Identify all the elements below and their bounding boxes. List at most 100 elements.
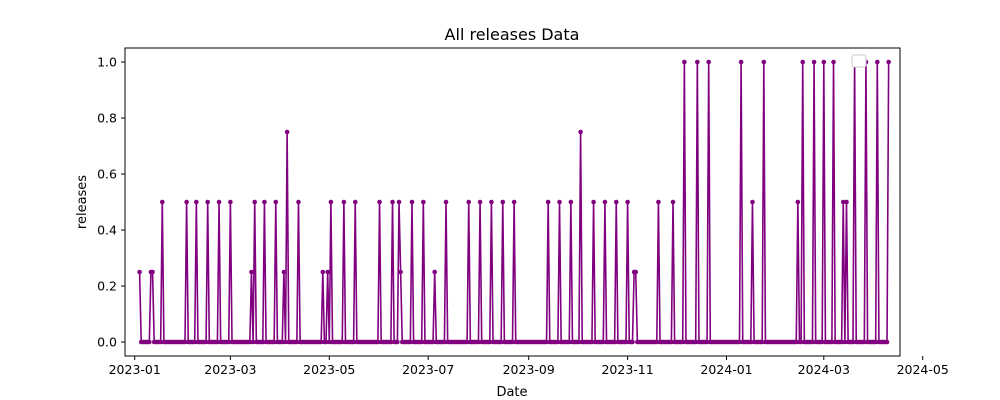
data-point	[750, 199, 755, 205]
data-point	[352, 199, 358, 205]
y-tick-label: 0.2	[97, 279, 117, 294]
data-point	[511, 199, 517, 205]
data-point	[706, 59, 711, 65]
data-point	[842, 339, 848, 345]
y-tick-label: 0.6	[97, 167, 117, 182]
data-point	[578, 129, 583, 135]
data-point	[693, 339, 699, 345]
data-point	[568, 199, 574, 205]
data-point	[182, 339, 188, 345]
data-point	[682, 59, 687, 65]
data-point	[341, 199, 347, 205]
x-axis-label: Date	[496, 385, 527, 400]
data-point	[284, 129, 290, 135]
data-point	[600, 339, 606, 345]
data-point	[591, 199, 596, 205]
data-point	[150, 269, 155, 275]
data-point	[670, 199, 676, 205]
data-point	[216, 199, 222, 205]
series-layer	[137, 59, 891, 345]
data-point	[821, 59, 827, 65]
data-point	[351, 339, 356, 345]
data-point	[630, 339, 635, 345]
data-point	[328, 199, 334, 205]
data-point	[226, 339, 232, 345]
data-point	[656, 199, 661, 205]
x-tick-label: 2023-11	[601, 362, 653, 377]
data-point	[147, 339, 152, 345]
data-point	[250, 339, 256, 345]
data-point	[325, 269, 330, 275]
y-axis-ticks: 0.0 0.2 0.4 0.6 0.8 1.0	[97, 55, 125, 350]
data-point	[252, 199, 258, 205]
data-point	[862, 339, 867, 345]
data-point	[443, 199, 449, 205]
y-tick-label: 0.0	[97, 335, 117, 350]
data-point	[318, 339, 324, 345]
data-point	[430, 339, 436, 345]
data-point	[395, 339, 400, 345]
data-point	[829, 339, 835, 345]
x-tick-label: 2023-03	[204, 362, 256, 377]
data-point	[875, 59, 880, 65]
data-point	[738, 59, 744, 65]
y-tick-label: 0.8	[97, 111, 117, 126]
data-point	[500, 199, 506, 205]
data-point	[831, 59, 836, 65]
data-point	[793, 339, 799, 345]
data-point	[281, 269, 287, 275]
data-point	[408, 339, 413, 345]
data-point	[873, 339, 878, 345]
data-point	[737, 339, 742, 345]
data-point	[759, 339, 765, 345]
data-point	[326, 339, 332, 345]
x-tick-label: 2023-07	[402, 362, 454, 377]
data-point	[811, 59, 817, 65]
y-axis-label: releases	[75, 175, 90, 229]
data-point	[602, 199, 608, 205]
x-tick-label: 2023-09	[503, 362, 555, 377]
data-point	[510, 339, 515, 345]
data-point	[339, 339, 345, 345]
x-tick-label: 2024-05	[897, 362, 949, 377]
data-point	[375, 339, 381, 345]
data-point	[498, 339, 504, 345]
data-point	[612, 339, 617, 345]
data-point	[464, 339, 470, 345]
data-point	[761, 59, 767, 65]
data-point	[247, 339, 253, 345]
data-point	[669, 339, 674, 345]
data-point	[466, 199, 472, 205]
x-tick-label: 2023-05	[303, 362, 355, 377]
data-point	[215, 339, 220, 345]
data-point	[184, 199, 189, 205]
legend-box	[851, 54, 867, 68]
data-point	[589, 339, 595, 345]
data-point	[545, 199, 551, 205]
data-point	[320, 269, 326, 275]
data-point	[489, 199, 494, 205]
data-point	[555, 339, 561, 345]
data-point	[409, 199, 415, 205]
data-point	[390, 199, 395, 205]
data-point	[800, 59, 806, 65]
data-point	[294, 339, 300, 345]
data-point	[748, 339, 754, 345]
data-point	[613, 199, 619, 205]
data-point	[884, 339, 890, 345]
data-point	[205, 199, 210, 205]
data-point	[203, 339, 209, 345]
axes-frame	[124, 47, 901, 357]
data-point	[419, 339, 425, 345]
x-tick-label: 2024-01	[700, 362, 752, 377]
data-point	[487, 339, 493, 345]
data-point	[633, 269, 639, 275]
data-point	[795, 199, 801, 205]
data-point	[296, 199, 301, 205]
data-point	[623, 339, 629, 345]
data-point	[228, 199, 233, 205]
data-point	[840, 199, 846, 205]
x-tick-label: 2023-01	[109, 362, 161, 377]
data-point	[396, 199, 402, 205]
